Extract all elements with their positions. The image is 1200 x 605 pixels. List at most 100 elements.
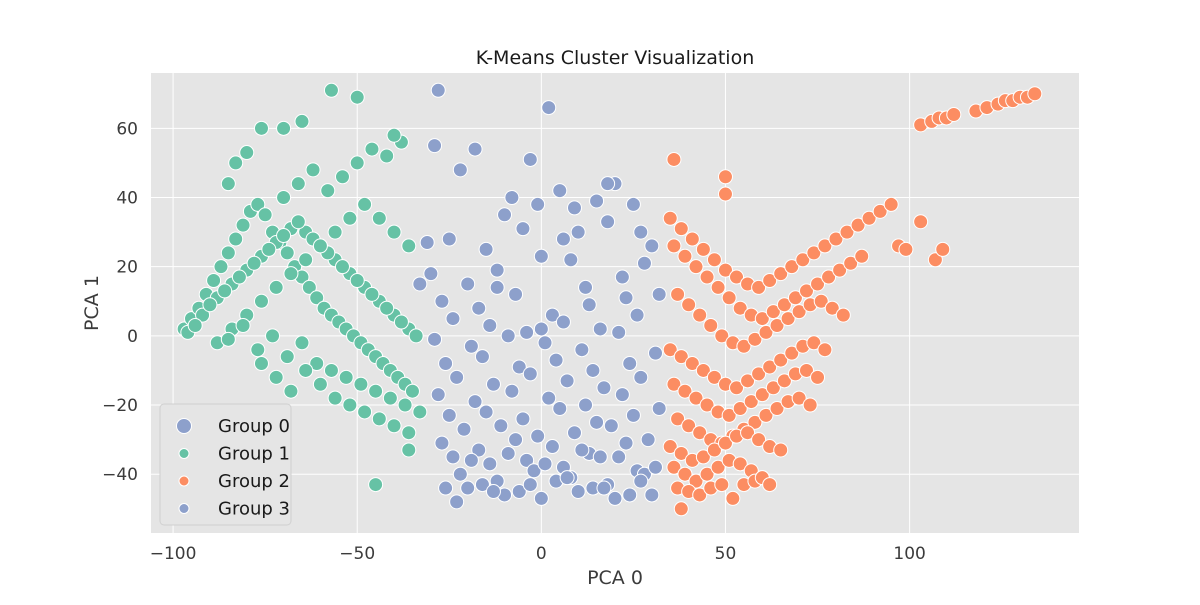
point-group-2 bbox=[714, 328, 730, 344]
point-group-0 bbox=[471, 442, 487, 458]
point-group-2 bbox=[677, 383, 693, 399]
point-group-1 bbox=[412, 404, 428, 420]
point-group-0 bbox=[559, 373, 575, 389]
point-group-2 bbox=[854, 248, 870, 264]
point-group-1 bbox=[382, 390, 398, 406]
point-group-2 bbox=[784, 345, 800, 361]
x-axis-label: PCA 0 bbox=[587, 567, 643, 589]
point-group-0 bbox=[445, 449, 461, 465]
point-group-0 bbox=[611, 324, 627, 340]
point-group-2 bbox=[843, 255, 859, 271]
point-group-2 bbox=[706, 442, 722, 458]
point-group-1 bbox=[323, 362, 339, 378]
point-group-0 bbox=[596, 380, 612, 396]
point-group-0 bbox=[427, 331, 443, 347]
point-group-0 bbox=[574, 442, 590, 458]
point-group-0 bbox=[438, 356, 454, 372]
point-group-1 bbox=[371, 411, 387, 427]
point-group-0 bbox=[463, 338, 479, 354]
point-group-0 bbox=[548, 352, 564, 368]
point-group-0 bbox=[566, 425, 582, 441]
chart-title: K-Means Cluster Visualization bbox=[476, 47, 755, 69]
point-group-2 bbox=[684, 231, 700, 247]
point-group-0 bbox=[552, 400, 568, 416]
y-tick-label: −40 bbox=[102, 465, 138, 485]
point-group-0 bbox=[452, 162, 468, 178]
point-group-2 bbox=[666, 238, 682, 254]
point-group-2 bbox=[662, 439, 678, 455]
point-group-0 bbox=[644, 238, 660, 254]
point-group-2 bbox=[666, 459, 682, 475]
point-group-0 bbox=[614, 269, 630, 285]
point-group-2 bbox=[695, 241, 711, 257]
point-group-2 bbox=[732, 456, 748, 472]
point-group-1 bbox=[276, 228, 292, 244]
point-group-2 bbox=[706, 369, 722, 385]
point-group-0 bbox=[614, 387, 630, 403]
point-group-2 bbox=[692, 425, 708, 441]
point-group-1 bbox=[206, 273, 222, 289]
point-group-2 bbox=[666, 376, 682, 392]
point-group-1 bbox=[268, 369, 284, 385]
point-group-2 bbox=[714, 477, 730, 493]
point-group-1 bbox=[298, 252, 314, 268]
legend-marker-2 bbox=[178, 475, 190, 487]
point-group-0 bbox=[541, 100, 557, 116]
point-group-0 bbox=[640, 432, 656, 448]
point-group-0 bbox=[530, 196, 546, 212]
point-group-2 bbox=[791, 304, 807, 320]
point-group-2 bbox=[795, 252, 811, 268]
point-group-1 bbox=[231, 269, 247, 285]
point-group-1 bbox=[357, 196, 373, 212]
point-group-1 bbox=[257, 207, 273, 223]
data-points bbox=[176, 82, 1043, 517]
point-group-0 bbox=[537, 456, 553, 472]
point-group-2 bbox=[828, 231, 844, 247]
point-group-0 bbox=[519, 324, 535, 340]
point-group-0 bbox=[445, 311, 461, 327]
point-group-2 bbox=[946, 107, 962, 123]
point-group-1 bbox=[202, 297, 218, 313]
legend: Group 0 Group 1 Group 2 Group 3 bbox=[159, 403, 292, 526]
x-tick-label: 0 bbox=[536, 544, 547, 564]
point-group-0 bbox=[563, 252, 579, 268]
point-group-0 bbox=[574, 342, 590, 358]
point-group-2 bbox=[810, 369, 826, 385]
point-group-0 bbox=[460, 480, 476, 496]
point-group-2 bbox=[810, 276, 826, 292]
point-group-2 bbox=[695, 449, 711, 465]
point-group-2 bbox=[762, 359, 778, 375]
point-group-1 bbox=[368, 477, 384, 493]
point-group-2 bbox=[743, 394, 759, 410]
point-group-0 bbox=[478, 404, 494, 420]
y-tick-label: 60 bbox=[116, 119, 138, 139]
point-group-2 bbox=[673, 445, 689, 461]
point-group-1 bbox=[386, 418, 402, 434]
point-group-2 bbox=[703, 317, 719, 333]
point-group-0 bbox=[633, 224, 649, 240]
point-group-2 bbox=[710, 279, 726, 295]
y-tick-label: 40 bbox=[116, 189, 138, 209]
point-group-1 bbox=[379, 300, 395, 316]
point-group-0 bbox=[474, 477, 490, 493]
point-group-1 bbox=[368, 383, 384, 399]
series-group-1 bbox=[176, 82, 428, 493]
point-group-2 bbox=[762, 273, 778, 289]
point-group-2 bbox=[806, 335, 822, 351]
point-group-1 bbox=[301, 279, 317, 295]
point-group-1 bbox=[228, 231, 244, 247]
point-group-1 bbox=[349, 273, 365, 289]
point-group-1 bbox=[404, 383, 420, 399]
point-group-1 bbox=[220, 176, 236, 192]
point-group-0 bbox=[592, 321, 608, 337]
point-group-0 bbox=[497, 207, 513, 223]
point-group-2 bbox=[717, 169, 733, 185]
point-group-1 bbox=[298, 362, 314, 378]
point-group-1 bbox=[261, 241, 277, 257]
point-group-2 bbox=[673, 501, 689, 517]
x-tick-labels: −100 −50 0 50 100 bbox=[150, 544, 926, 564]
point-group-2 bbox=[662, 210, 678, 226]
point-group-2 bbox=[681, 297, 697, 313]
point-group-0 bbox=[600, 176, 616, 192]
